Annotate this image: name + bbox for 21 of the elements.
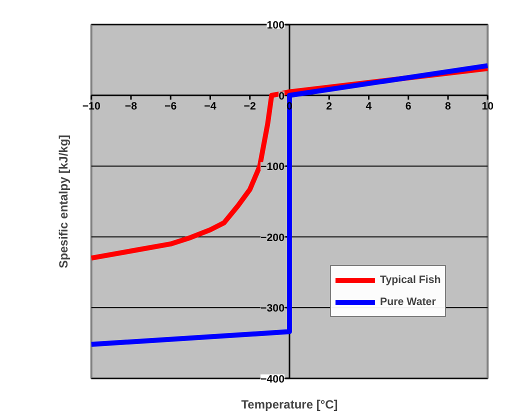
- y-tick-label: −200: [260, 232, 285, 244]
- x-tick-label: −10: [82, 100, 100, 112]
- y-tick-label: 100: [266, 20, 285, 32]
- legend-label: Typical Fish: [380, 274, 441, 286]
- x-tick-label: 0: [286, 100, 293, 112]
- x-tick-label: −6: [164, 100, 177, 112]
- x-tick-label: −2: [244, 100, 256, 112]
- y-tick-label: −100: [260, 161, 285, 174]
- y-axis-title: Spesific entalpy [kJ/kg]: [56, 134, 70, 268]
- x-tick-label: 2: [326, 100, 332, 112]
- x-tick-label: 10: [482, 100, 494, 112]
- x-tick-label: −8: [124, 100, 138, 112]
- legend-label: Pure Water: [380, 296, 436, 308]
- x-tick-label: 8: [445, 100, 452, 112]
- y-tick-label: −300: [260, 302, 285, 315]
- y-tick-label: 0: [278, 90, 285, 102]
- x-axis-title: Temperature [°C]: [241, 398, 338, 412]
- x-tick-label: 4: [366, 100, 372, 112]
- y-tick-label: −400: [260, 373, 285, 386]
- x-tick-label: 6: [405, 100, 412, 112]
- x-tick-label: −4: [204, 100, 216, 112]
